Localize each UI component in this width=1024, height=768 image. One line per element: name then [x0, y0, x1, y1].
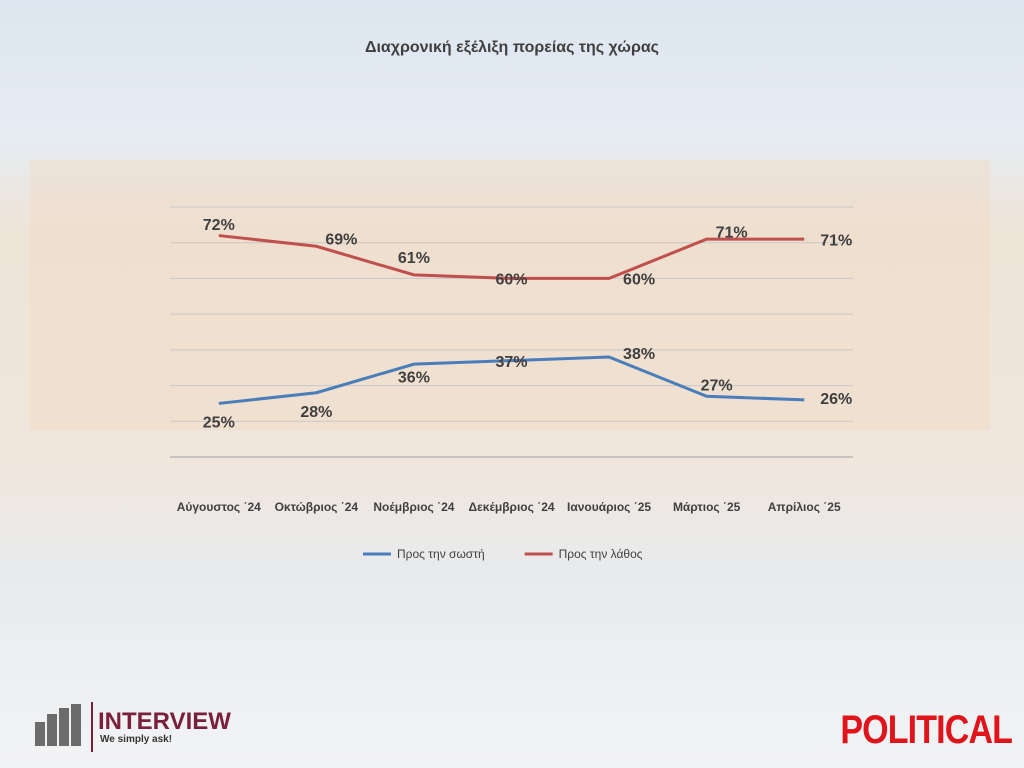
data-label: 26% — [820, 391, 852, 408]
data-label: 71% — [716, 224, 748, 241]
x-tick-label: Αύγουστος ΄24 — [176, 500, 261, 514]
data-label: 60% — [623, 272, 655, 289]
data-label: 72% — [203, 217, 235, 234]
x-tick-label: Οκτώβριος ΄24 — [274, 500, 359, 514]
data-label: 37% — [495, 354, 527, 371]
data-label: 61% — [398, 250, 430, 267]
chart-title: Διαχρονική εξέλιξη πορείας της χώρας — [365, 39, 659, 56]
legend-label: Προς την λάθος — [559, 547, 643, 561]
logo-bars — [35, 704, 81, 746]
data-label: 27% — [701, 378, 733, 395]
data-label: 69% — [325, 232, 357, 249]
background-building — [30, 160, 990, 430]
x-tick-label: Νοέμβριος ΄24 — [373, 500, 455, 514]
legend-label: Προς την σωστή — [397, 547, 485, 561]
x-tick-label: Δεκέμβριος ΄24 — [468, 500, 555, 514]
brand-logo: INTERVIEW — [98, 708, 231, 735]
data-label: 71% — [820, 232, 852, 249]
x-tick-label: Μάρτιος ΄25 — [672, 500, 741, 514]
x-tick-label: Ιανουάριος ΄25 — [567, 500, 652, 514]
data-label: 36% — [398, 369, 430, 386]
data-label: 60% — [495, 272, 527, 289]
brand-tagline: We simply ask! — [100, 734, 173, 745]
data-label: 28% — [300, 404, 332, 421]
series-line — [218, 234, 805, 280]
partner-logo: POLITICAL — [840, 708, 1013, 752]
series-line — [218, 355, 805, 405]
x-tick-label: Απρίλιος ΄25 — [767, 500, 841, 514]
data-label: 25% — [203, 415, 235, 432]
data-label: 38% — [623, 346, 655, 363]
